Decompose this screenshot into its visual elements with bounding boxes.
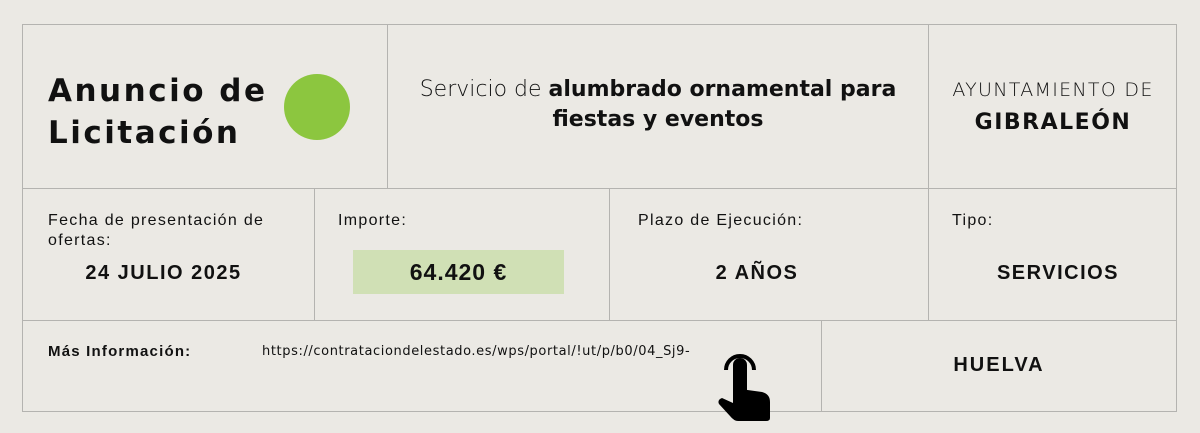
green-dot-icon	[284, 74, 350, 140]
service-prefix: Servicio de	[419, 77, 549, 102]
type-value: SERVICIOS	[996, 262, 1120, 284]
term-value: 2 AÑOS	[715, 262, 799, 284]
term-cell	[609, 188, 929, 321]
service-description: Servicio de alumbrado ornamental para fi…	[388, 75, 928, 135]
authority-name: GIBRALEÓN	[974, 110, 1132, 135]
province-value: HUELVA	[953, 354, 1045, 376]
info-link[interactable]: https://contrataciondelestado.es/wps/por…	[262, 344, 691, 359]
amount-value: 64.420 €	[353, 250, 564, 294]
info-label: Más Información:	[48, 343, 192, 360]
page-title: Anuncio de Licitación	[48, 70, 268, 154]
date-value: 24 JULIO 2025	[85, 262, 242, 284]
hand-pointer-icon	[718, 354, 770, 421]
authority-line-1: AYUNTAMIENTO DE	[952, 79, 1154, 101]
info-cell	[22, 320, 822, 412]
province-cell	[821, 320, 1177, 412]
date-cell	[22, 188, 315, 321]
title-line-1: Anuncio de	[48, 73, 268, 109]
date-label: Fecha de presentación de ofertas:	[48, 212, 265, 249]
amount-label: Importe:	[338, 212, 408, 229]
type-cell	[928, 188, 1177, 321]
type-label: Tipo:	[952, 212, 994, 229]
service-name: alumbrado ornamental para fiestas y even…	[548, 77, 897, 132]
term-label: Plazo de Ejecución:	[638, 212, 804, 229]
title-line-2: Licitación	[48, 115, 241, 151]
authority-cell	[928, 24, 1177, 189]
